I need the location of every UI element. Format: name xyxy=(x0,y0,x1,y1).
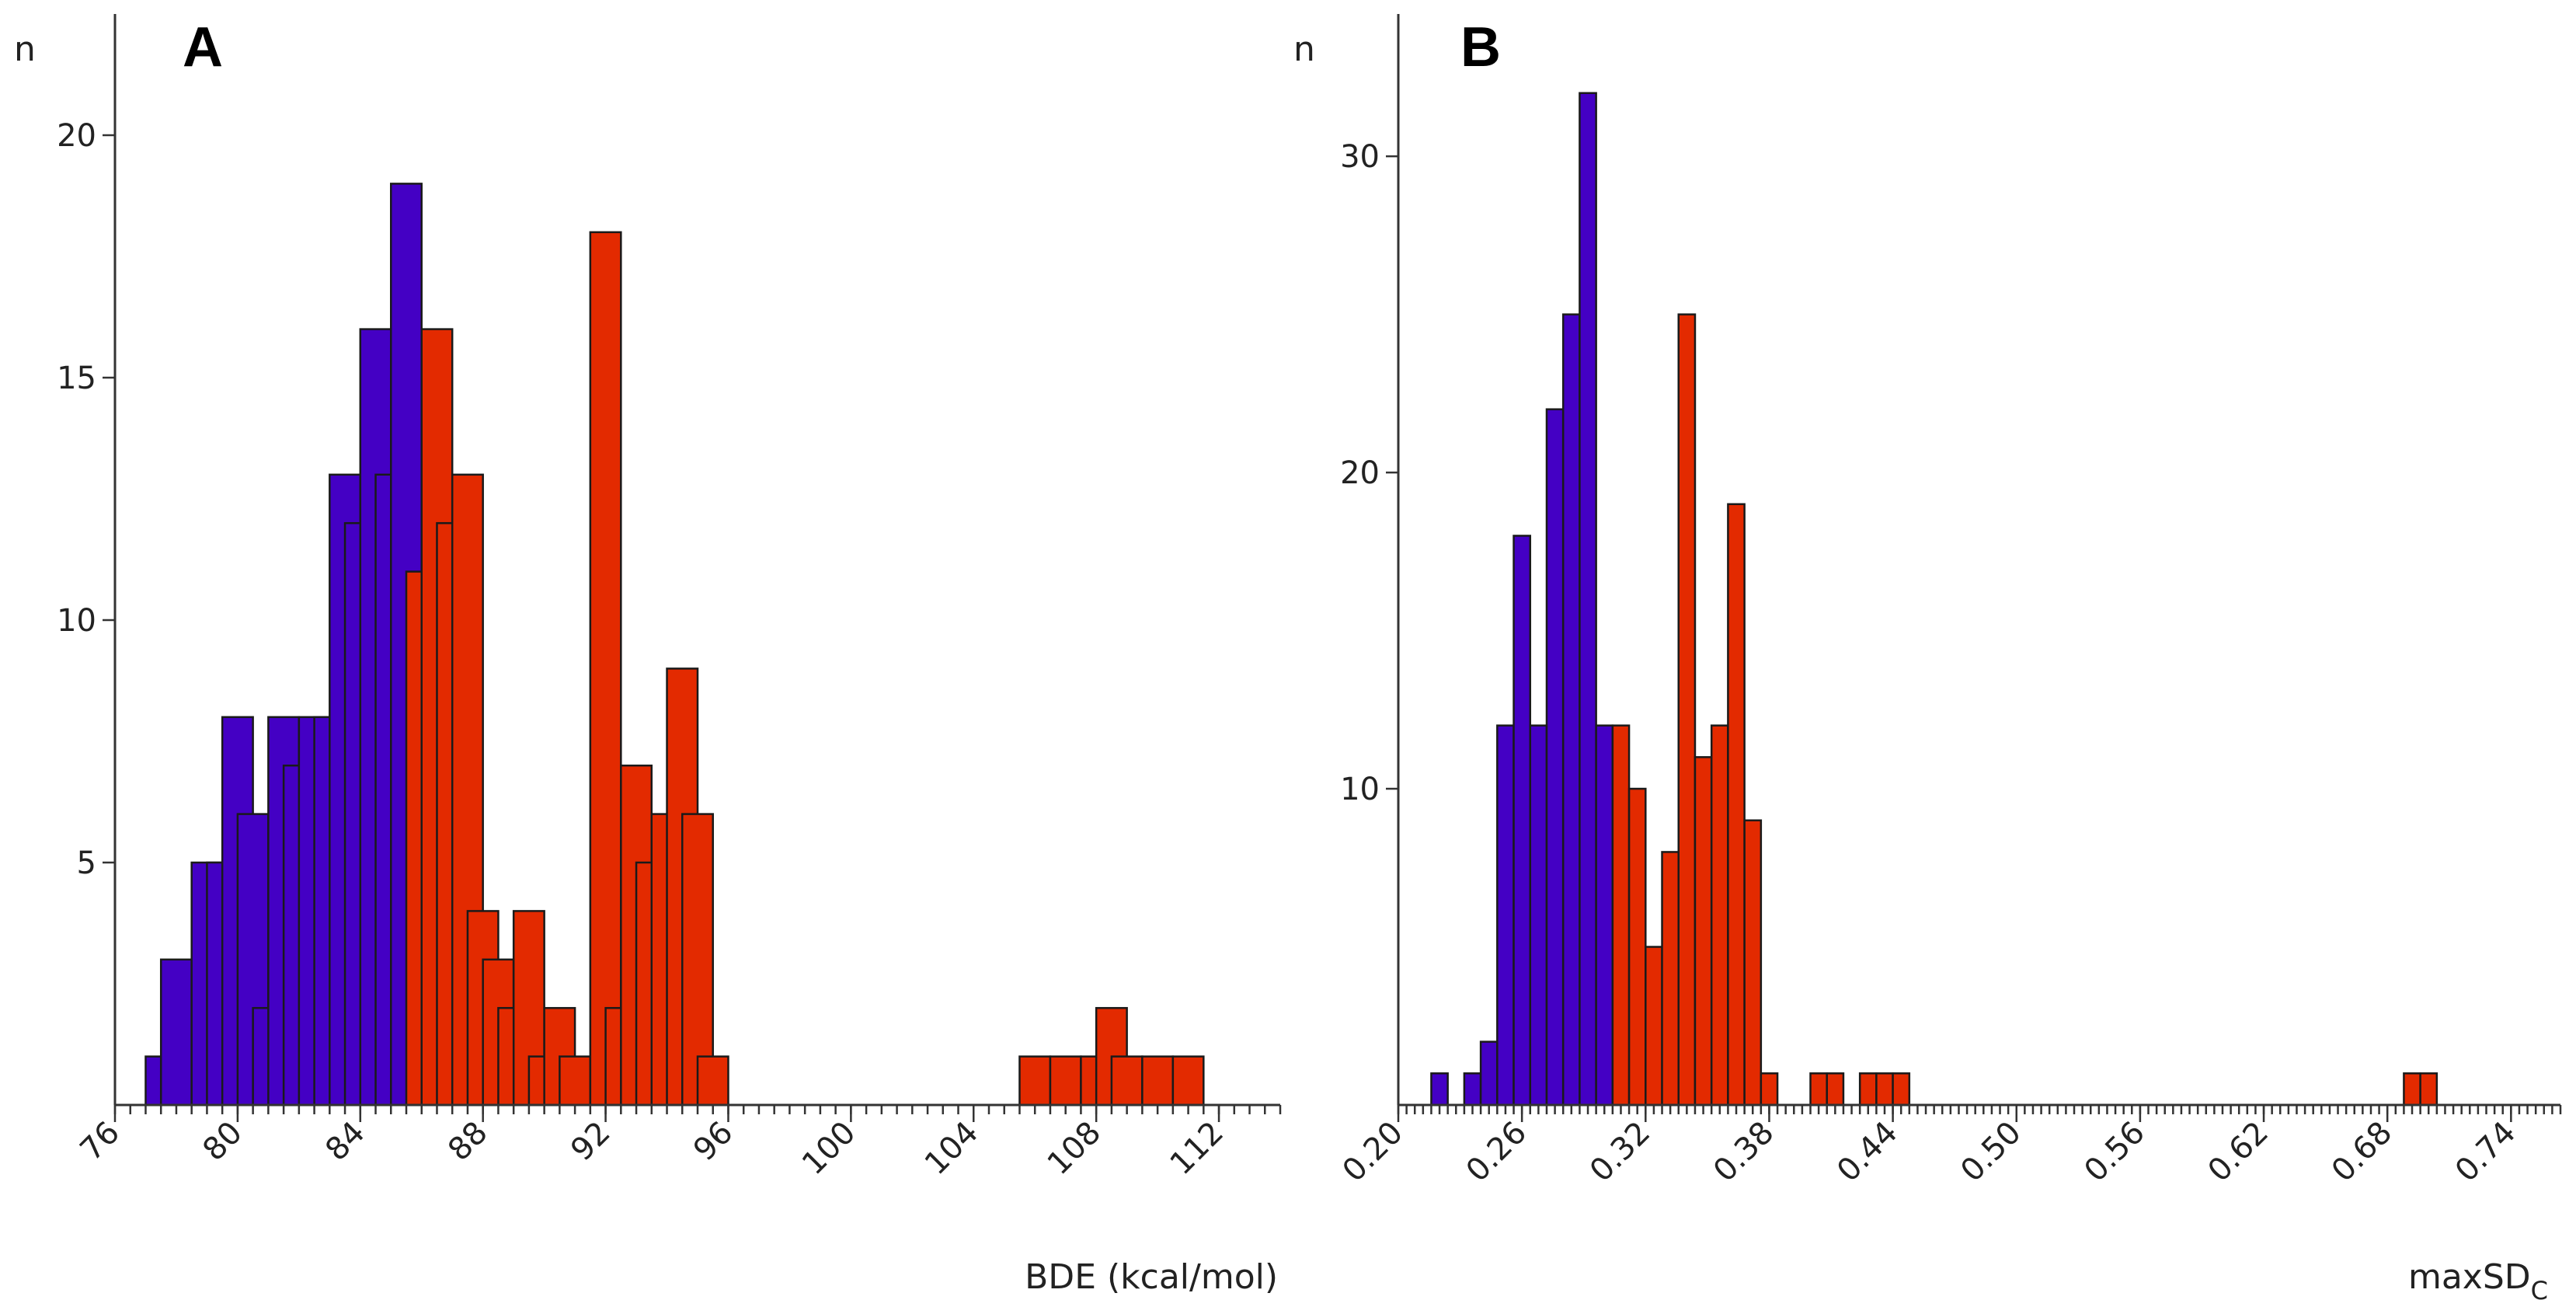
panel-a-bar-blue-1 xyxy=(159,958,193,1107)
panel-b-bar-red-9 xyxy=(1760,1072,1779,1107)
panel-a-bar-red-24 xyxy=(1141,1055,1175,1107)
panel-a-bars xyxy=(144,183,1205,1107)
panel-b-bar-red-8 xyxy=(1743,819,1763,1107)
panel-b-x-tick-label: 0.62 xyxy=(2202,1115,2276,1190)
panel-b-bar-red-14 xyxy=(1892,1072,1911,1107)
panel-b-x-tick-label: 0.56 xyxy=(2077,1115,2152,1190)
panel-b-x-tick-label: 0.44 xyxy=(1830,1115,1905,1190)
panel-b-bar-red-12 xyxy=(1858,1072,1878,1107)
panel-b-x-tick-label: 0.26 xyxy=(1460,1115,1534,1190)
panel-b-bar-blue-7 xyxy=(1561,313,1581,1107)
panel-b-bar-red-5 xyxy=(1694,756,1713,1107)
panel-a-y-tick-label: 15 xyxy=(57,361,96,396)
panel-a-bar-red-18 xyxy=(696,1055,729,1107)
panel-b: B n maxSDC 0.20 0.26 0.32 0.38 0.44 0.50 0.56 0… xyxy=(1293,14,2562,1305)
panel-a-x-tick-label: 88 xyxy=(441,1115,495,1169)
panel-b-bar-red-3 xyxy=(1661,851,1680,1107)
panel-b-bar-red-16 xyxy=(2419,1072,2438,1107)
panel-b-bar-red-7 xyxy=(1727,503,1746,1107)
panel-b-bar-red-0 xyxy=(1611,724,1631,1107)
panel-b-bar-red-6 xyxy=(1710,724,1729,1107)
panel-a-x-tick-label: 104 xyxy=(918,1115,986,1183)
panel-b-bar-blue-2 xyxy=(1479,1040,1499,1107)
panel-a-bar-red-23 xyxy=(1110,1055,1144,1107)
panel-b-x-tick-label: 0.50 xyxy=(1954,1115,2028,1190)
panel-b-bar-red-4 xyxy=(1677,313,1697,1107)
panel-a-x-tick-label: 112 xyxy=(1164,1115,1231,1183)
panel-b-letter: B xyxy=(1460,16,1501,78)
panel-b-y-tick-label: 10 xyxy=(1340,772,1380,807)
panel-a-x-axis-title: BDE (kcal/mol) xyxy=(1025,1257,1278,1297)
panel-a-y-axis-title: n xyxy=(14,30,36,69)
panel-b-bar-blue-8 xyxy=(1579,92,1597,1107)
panel-b-bar-blue-3 xyxy=(1496,724,1515,1107)
panel-a-x-tick-label: 80 xyxy=(196,1115,249,1169)
panel-b-x-tick-label: 0.74 xyxy=(2449,1115,2523,1190)
panel-b-bar-blue-5 xyxy=(1529,724,1548,1107)
panel-a-bar-red-19 xyxy=(1018,1055,1052,1107)
panel-b-bar-blue-4 xyxy=(1513,535,1532,1107)
panel-b-bar-red-13 xyxy=(1875,1072,1894,1107)
panel-b-bar-red-15 xyxy=(2403,1072,2421,1107)
panel-a: A n BDE (kcal/mol) 76 80 84 88 92 96 100 104 108… xyxy=(14,14,1282,1297)
panel-b-x-tick-label: 0.20 xyxy=(1336,1115,1411,1190)
panel-b-y-tick-label: 30 xyxy=(1340,139,1380,175)
panel-a-x-tick-label: 96 xyxy=(687,1115,740,1169)
panel-b-x-axis-title-subscript: C xyxy=(2531,1276,2548,1305)
panel-b-x-axis-title-main: maxSD xyxy=(2408,1257,2531,1297)
panel-a-letter: A xyxy=(183,16,223,78)
panel-b-y-tick-label: 20 xyxy=(1340,455,1380,491)
panel-b-bar-red-10 xyxy=(1809,1072,1828,1107)
panel-a-bar-red-11 xyxy=(589,231,622,1107)
panel-b-bar-red-11 xyxy=(1826,1072,1845,1107)
panel-a-y-tick-label: 5 xyxy=(77,845,96,881)
panel-a-x-tick-label: 100 xyxy=(795,1115,863,1183)
panel-a-x-tick-label: 108 xyxy=(1041,1115,1109,1183)
panel-b-bar-red-2 xyxy=(1645,946,1663,1107)
panel-a-x-tick-label: 84 xyxy=(319,1115,372,1169)
panel-a-y-tick-label: 20 xyxy=(57,118,96,154)
panel-b-x-axis-title: maxSDC xyxy=(2408,1257,2548,1305)
panel-b-x-tick-label: 0.68 xyxy=(2325,1115,2400,1190)
panel-a-bar-red-10 xyxy=(559,1055,592,1107)
panel-a-x-tick-label: 92 xyxy=(564,1115,618,1169)
panel-b-bar-blue-0 xyxy=(1430,1072,1449,1107)
panel-b-bar-blue-1 xyxy=(1463,1072,1482,1107)
panel-a-bar-red-25 xyxy=(1171,1055,1205,1107)
panel-b-y-axis-title: n xyxy=(1293,30,1315,69)
panel-a-x-tick-label: 76 xyxy=(74,1115,127,1169)
panel-a-bar-red-20 xyxy=(1049,1055,1082,1107)
panel-b-bars xyxy=(1430,92,2438,1107)
panel-a-y-tick-label: 10 xyxy=(57,603,96,639)
panel-b-bar-blue-6 xyxy=(1545,408,1565,1107)
panel-b-x-tick-label: 0.32 xyxy=(1583,1115,1658,1190)
panel-b-x-tick-label: 0.38 xyxy=(1707,1115,1781,1190)
panel-b-bar-red-1 xyxy=(1627,787,1647,1107)
panel-b-bar-blue-9 xyxy=(1595,724,1614,1107)
